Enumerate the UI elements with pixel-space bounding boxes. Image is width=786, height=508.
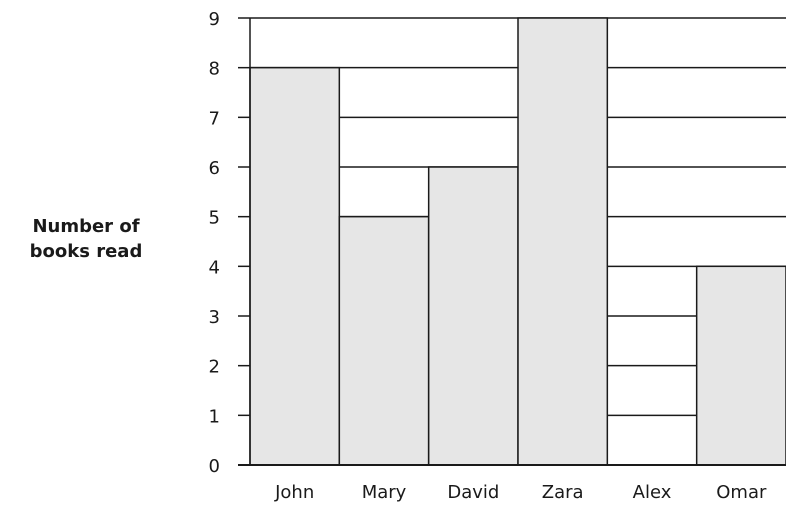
bar-david: [427, 166, 519, 466]
x-tick-label-alex: Alex: [633, 482, 672, 503]
bar-zara: [517, 17, 609, 466]
y-tick-label-6: 6: [209, 158, 220, 179]
bar-mary: [338, 215, 430, 466]
y-tick-label-1: 1: [209, 406, 220, 427]
y-axis-label-line-2: books read: [29, 241, 143, 262]
x-tick-label-john: John: [274, 482, 314, 503]
bar-omar: [695, 265, 786, 466]
x-tick-label-mary: Mary: [362, 482, 407, 503]
y-tick-label-3: 3: [209, 307, 220, 328]
x-tick-label-david: David: [447, 482, 499, 503]
x-tick-label-omar: Omar: [716, 482, 767, 503]
y-tick-label-8: 8: [209, 59, 220, 80]
y-tick-label-4: 4: [209, 257, 220, 278]
y-tick-label-0: 0: [209, 456, 220, 477]
y-tick-label-5: 5: [209, 208, 220, 229]
y-tick-label-2: 2: [209, 357, 220, 378]
y-axis-label-line-1: Number of: [32, 216, 140, 237]
y-tick-label-7: 7: [209, 108, 220, 129]
x-tick-label-zara: Zara: [542, 482, 584, 503]
y-tick-label-9: 9: [209, 9, 220, 30]
y-axis-label: Number of books read: [0, 214, 172, 264]
bar-john: [249, 66, 341, 466]
